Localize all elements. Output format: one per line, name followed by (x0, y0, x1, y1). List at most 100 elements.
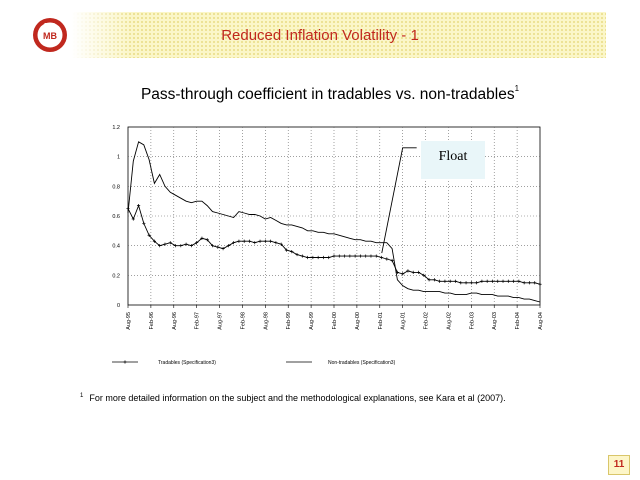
tradables-point (200, 236, 204, 240)
svg-text:T C: T C (44, 23, 55, 30)
y-tick-label: 1.2 (112, 125, 120, 131)
x-tick-label: Aug-96 (172, 312, 178, 330)
tradables-point (142, 221, 146, 226)
x-tick-label: Aug-00 (355, 312, 361, 330)
tradables-point (337, 254, 341, 258)
y-tick-label: 0.2 (112, 273, 120, 279)
tradables-point (232, 241, 236, 245)
x-tick-label: Feb-00 (332, 312, 338, 329)
tradables-point (411, 270, 415, 274)
tradables-point (527, 281, 532, 285)
tradables-point (406, 269, 410, 273)
tradables-point (147, 233, 151, 237)
x-tick-label: Feb-97 (195, 312, 201, 329)
x-tick-label: Feb-01 (378, 312, 384, 329)
tradables-point (443, 279, 447, 283)
series-line-non-tradables (127, 141, 541, 303)
tradables-point (189, 244, 193, 248)
title-banner (72, 12, 606, 58)
tradables-point (416, 270, 421, 274)
footnote-text: For more detailed information on the sub… (89, 393, 506, 403)
tradables-point (210, 244, 215, 248)
tradables-point (263, 239, 267, 243)
tradables-point (511, 279, 516, 283)
tradables-point (284, 248, 289, 252)
tradables-point (475, 281, 479, 285)
tradables-point (369, 254, 373, 258)
tradables-point (501, 279, 505, 283)
tradables-point (184, 242, 188, 246)
float-jump-line (381, 147, 417, 254)
tcmb-logo: MB T C (33, 18, 67, 52)
tradables-point (385, 257, 389, 261)
tradables-point (237, 239, 241, 243)
tradables-point (242, 239, 246, 243)
tradables-point (168, 241, 172, 245)
tradables-point (279, 242, 283, 246)
tradables-point (496, 279, 500, 283)
tradables-point (422, 273, 426, 277)
tradables-point (348, 254, 352, 258)
legend-marker-tradables (123, 360, 127, 364)
tradables-point (274, 241, 278, 245)
chart-title-footnote-mark: 1 (514, 84, 520, 93)
tradables-point (401, 272, 405, 276)
tradables-point (374, 254, 378, 258)
legend-label-tradables: Tradables (Specification3) (158, 360, 216, 366)
tradables-point (358, 254, 363, 258)
tradables-point (321, 255, 326, 260)
tradables-point (163, 242, 167, 246)
x-tick-label: Aug-98 (263, 312, 269, 330)
float-annotation-box (421, 141, 485, 179)
chart-title: Pass-through coefficient in tradables vs… (80, 84, 580, 104)
tradables-point (390, 258, 394, 263)
tradables-point (305, 255, 310, 260)
y-tick-label: 0.6 (112, 214, 120, 220)
x-tick-label: Aug-95 (126, 312, 132, 330)
tradables-point (216, 245, 220, 249)
x-tick-label: Aug-04 (538, 312, 544, 330)
tradables-point (342, 254, 347, 258)
tradables-point (438, 279, 442, 283)
page-number: 11 (608, 455, 630, 475)
y-tick-label: 0 (117, 303, 120, 309)
x-tick-label: Feb-99 (286, 312, 292, 329)
title-banner-fade (72, 12, 132, 58)
tradables-point (195, 241, 199, 245)
tradables-point (311, 255, 315, 260)
x-tick-label: Aug-03 (492, 312, 498, 330)
footnote: 1 For more detailed information on the su… (80, 393, 620, 403)
x-tick-label: Feb-98 (240, 312, 246, 329)
tradables-point (464, 281, 468, 285)
tradables-point (459, 281, 463, 285)
tradables-point (506, 279, 510, 283)
tradables-point (316, 255, 320, 260)
y-tick-label: 0.4 (112, 244, 120, 250)
tradables-point (269, 239, 273, 243)
tradables-point (131, 217, 135, 221)
tradables-point (205, 238, 209, 242)
tradables-point (300, 254, 304, 258)
tradables-point (221, 247, 225, 251)
x-tick-label: Aug-02 (446, 312, 452, 330)
tradables-point (533, 281, 537, 285)
tradables-point (522, 281, 526, 285)
tradables-point (247, 239, 252, 243)
legend-label-non-tradables: Non-tradables (Specification3) (328, 360, 396, 366)
tradables-point (480, 279, 484, 283)
tradables-point (432, 278, 436, 282)
tradables-point (490, 279, 495, 283)
tradables-point (173, 244, 178, 248)
tradables-point (427, 278, 431, 282)
x-tick-label: Aug-97 (218, 312, 224, 330)
y-tick-label: 1 (117, 155, 120, 161)
tradables-point (136, 204, 141, 208)
y-tick-label: 0.8 (112, 184, 120, 190)
tradables-point (226, 244, 230, 248)
x-tick-label: Feb-02 (424, 312, 430, 329)
chart-title-text: Pass-through coefficient in tradables vs… (140, 86, 515, 103)
x-tick-label: Feb-96 (149, 312, 155, 329)
footnote-mark: 1 (80, 393, 84, 399)
tradables-point (453, 279, 458, 283)
